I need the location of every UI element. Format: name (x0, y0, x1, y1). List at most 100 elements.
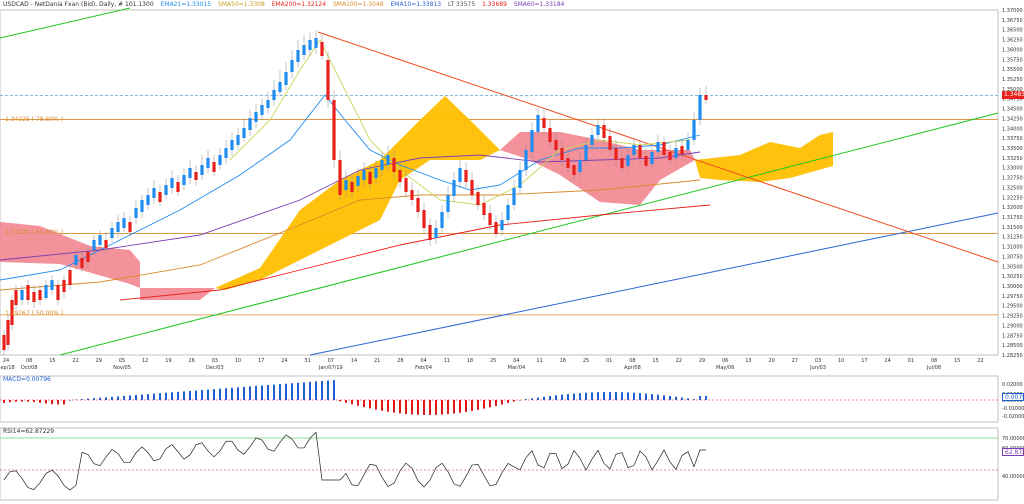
macd-bar (579, 393, 581, 400)
candle-body (260, 105, 264, 115)
macd-bar (447, 400, 449, 415)
macd-bar (597, 392, 599, 400)
candle-body (116, 222, 120, 232)
macd-bar (123, 395, 125, 400)
candle-body (284, 72, 288, 85)
date-tick-label: 15 (954, 358, 960, 364)
candle-body (98, 235, 102, 245)
macd-bar (195, 390, 197, 400)
date-month-label: Mar/04 (508, 365, 525, 371)
macd-bar (159, 393, 161, 400)
macd-bar (39, 400, 41, 403)
header-ema10: EMA10=1.33813 (390, 1, 442, 8)
date-tick-label: 24 (281, 358, 287, 364)
macd-bar (303, 382, 305, 400)
price-tick-label: 1.29750 (1002, 294, 1023, 300)
candle-body (74, 255, 78, 265)
candle-body (662, 142, 666, 155)
candle-body (20, 290, 24, 300)
candle-body (2, 335, 6, 350)
price-tick-label: 1.37000 (1002, 8, 1023, 14)
candle-body (704, 95, 708, 100)
price-tick-label: 1.31750 (1002, 215, 1023, 221)
macd-bar (99, 397, 101, 400)
candle-body (458, 168, 462, 182)
macd-bar (615, 392, 617, 400)
header-lt: LT 33575 (447, 1, 476, 8)
candle-body (500, 220, 504, 230)
date-tick-label: 01 (606, 358, 612, 364)
date-month-label: Jan/07/19 (318, 365, 343, 371)
candle-body (326, 60, 330, 100)
candle-body (470, 180, 474, 195)
date-tick-label: 15 (49, 358, 55, 364)
price-tick-label: 1.33750 (1002, 136, 1023, 142)
macd-bar (507, 400, 509, 404)
candle-body (542, 118, 546, 128)
macd-tick-label: -0.02000 (1002, 414, 1024, 420)
macd-bar (687, 398, 689, 400)
date-tick-label: 25 (583, 358, 589, 364)
ichimoku-cloud (0, 222, 215, 300)
candle-body (482, 203, 486, 215)
candle-body (320, 42, 324, 56)
macd-bar (567, 394, 569, 400)
candle-body (434, 228, 438, 238)
candle-body (44, 285, 48, 298)
candle-body (296, 50, 300, 62)
macd-bar (705, 396, 707, 400)
macd-bar (357, 400, 359, 406)
date-tick-label: 08 (931, 358, 937, 364)
date-tick-label: 12 (142, 358, 148, 364)
macd-bar (657, 394, 659, 400)
candle-body (548, 128, 552, 142)
candle-body (140, 200, 144, 212)
candle-body (158, 192, 162, 202)
macd-bar (351, 400, 353, 405)
candle-body (110, 228, 114, 238)
candle-body (194, 172, 198, 180)
date-month-label: Apr/08 (624, 365, 641, 371)
trendline-green-top (0, 7, 131, 39)
candle-body (602, 125, 606, 138)
date-tick-label: 22 (72, 358, 78, 364)
date-tick-label: 08 (629, 358, 635, 364)
candle-body (236, 135, 240, 145)
header-sma60: SMA60=1.33184 (513, 1, 565, 8)
candle-body (656, 142, 660, 152)
macd-bar (93, 398, 95, 400)
macd-bar (633, 392, 635, 400)
macd-bar (63, 400, 65, 405)
candle-body (266, 100, 270, 108)
date-month-label: Dec/03 (206, 365, 224, 371)
macd-bar (423, 400, 425, 415)
date-tick-label: 25 (490, 358, 496, 364)
macd-bar (321, 380, 323, 400)
macd-bar (561, 394, 563, 400)
price-tick-label: 1.30250 (1002, 274, 1023, 280)
candle-body (32, 292, 36, 302)
macd-bar (441, 400, 443, 415)
macd-bar (339, 400, 341, 402)
rsi-panel-frame (0, 427, 999, 501)
candle-body (92, 240, 96, 250)
date-tick-label: 17 (861, 358, 867, 364)
price-tick-label: 1.35500 (1002, 67, 1023, 73)
macd-bar (147, 394, 149, 400)
candle-body (368, 172, 372, 184)
macd-bar (465, 400, 467, 412)
candle-body (374, 168, 378, 178)
candle-body (134, 208, 138, 218)
macd-bar (651, 394, 653, 400)
candle-body (212, 162, 216, 172)
macd-bar (315, 381, 317, 400)
price-tick-label: 1.31500 (1002, 225, 1023, 231)
macd-bar (15, 400, 17, 402)
candle-body (10, 300, 14, 325)
candle-body (314, 38, 318, 48)
date-tick-label: 04 (513, 358, 519, 364)
fib-level-50: 1.29267 ( 50.00% ) (5, 310, 64, 317)
moving-average-line (119, 204, 711, 301)
macd-bar (513, 400, 515, 402)
